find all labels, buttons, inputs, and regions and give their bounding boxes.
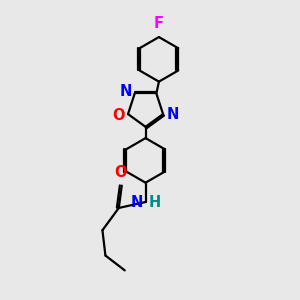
Text: N: N — [130, 194, 142, 209]
Text: O: O — [114, 165, 127, 180]
Text: F: F — [154, 16, 164, 31]
Text: N: N — [167, 106, 179, 122]
Text: O: O — [112, 108, 124, 123]
Text: H: H — [149, 194, 161, 209]
Text: N: N — [119, 85, 132, 100]
